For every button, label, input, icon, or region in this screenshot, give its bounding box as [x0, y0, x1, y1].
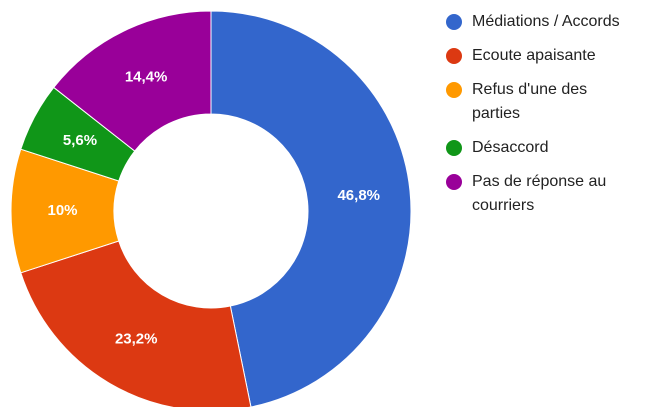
legend: Médiations / Accords Ecoute apaisante Refu…: [446, 10, 646, 228]
slice-label: 5,6%: [63, 132, 97, 149]
legend-label: Pas de réponse au courriers: [472, 173, 607, 214]
legend-swatch: [446, 140, 462, 156]
legend-swatch: [446, 14, 462, 30]
slice-label: 14,4%: [125, 68, 168, 85]
legend-label: Ecoute apaisante: [472, 47, 596, 64]
slice-label: 46,8%: [337, 187, 380, 204]
legend-item: Ecoute apaisante: [446, 44, 646, 68]
slice: [53, 10, 212, 152]
donut: 46,8% 23,2% 10% 5,6% 14,4%: [10, 10, 412, 407]
legend-item: Pas de réponse au courriers: [446, 170, 646, 218]
legend-item: Médiations / Accords: [446, 10, 646, 34]
legend-label: Désaccord: [472, 139, 549, 156]
legend-swatch: [446, 48, 462, 64]
legend-label: Médiations / Accords: [472, 13, 620, 30]
legend-swatch: [446, 82, 462, 98]
legend-item: Désaccord: [446, 136, 646, 160]
slice-label: 10%: [47, 202, 77, 219]
legend-label: Refus d'une des parties: [472, 81, 588, 122]
legend-item: Refus d'une des parties: [446, 78, 646, 126]
legend-swatch: [446, 174, 462, 190]
slice-label: 23,2%: [115, 330, 158, 347]
slice: [210, 10, 412, 407]
slice: [20, 240, 252, 407]
